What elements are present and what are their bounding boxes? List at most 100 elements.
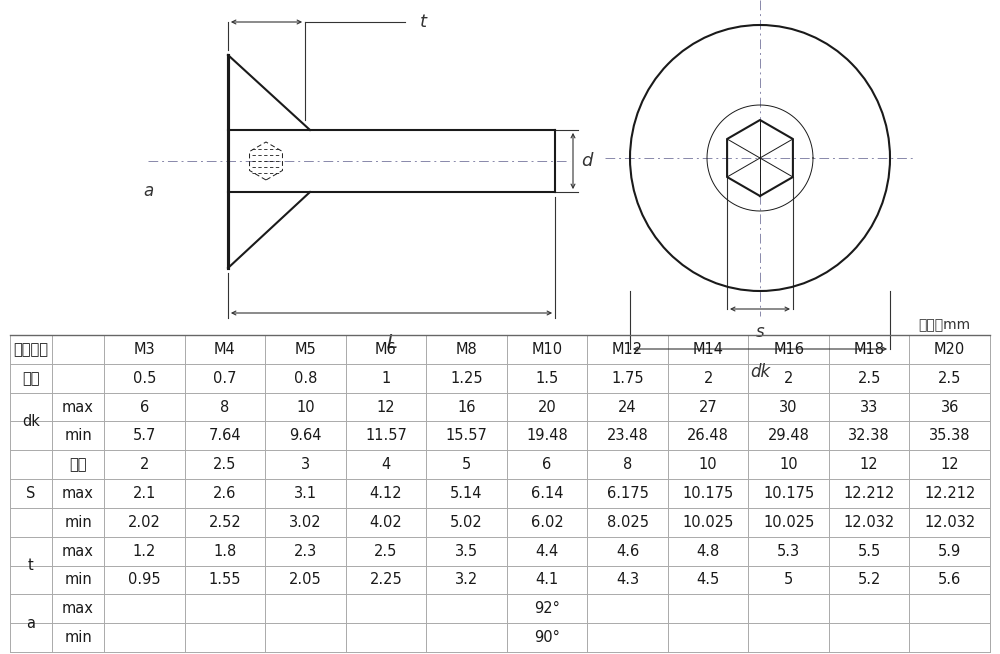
- Text: 12: 12: [940, 457, 959, 472]
- Text: dk: dk: [750, 363, 770, 381]
- Text: 35.38: 35.38: [929, 428, 970, 443]
- Text: 公称直径: 公称直径: [14, 342, 48, 357]
- Text: s: s: [756, 323, 764, 341]
- Text: 12: 12: [860, 457, 878, 472]
- Text: 3: 3: [301, 457, 310, 472]
- Text: 27: 27: [699, 400, 717, 415]
- Text: 5.2: 5.2: [857, 572, 881, 587]
- Text: 10.025: 10.025: [682, 515, 734, 530]
- Text: 3.2: 3.2: [455, 572, 478, 587]
- Text: max: max: [62, 400, 94, 415]
- Text: 4.12: 4.12: [370, 486, 402, 501]
- Text: M16: M16: [773, 342, 804, 357]
- Text: min: min: [64, 428, 92, 443]
- Text: 2.3: 2.3: [294, 543, 317, 559]
- Text: dk: dk: [22, 414, 40, 429]
- Text: 4.3: 4.3: [616, 572, 639, 587]
- Text: 15.57: 15.57: [446, 428, 487, 443]
- Text: 2.02: 2.02: [128, 515, 161, 530]
- Text: 8.025: 8.025: [607, 515, 649, 530]
- Text: 2.5: 2.5: [938, 371, 961, 386]
- Text: d: d: [581, 152, 592, 170]
- Text: 2.25: 2.25: [370, 572, 402, 587]
- Text: 24: 24: [618, 400, 637, 415]
- Text: 2.5: 2.5: [374, 543, 398, 559]
- Text: 9.64: 9.64: [289, 428, 322, 443]
- Text: 29.48: 29.48: [768, 428, 810, 443]
- Text: 2.1: 2.1: [133, 486, 156, 501]
- Text: max: max: [62, 486, 94, 501]
- Text: 12.212: 12.212: [843, 486, 895, 501]
- Text: S: S: [26, 486, 36, 501]
- Text: min: min: [64, 515, 92, 530]
- Text: M3: M3: [133, 342, 155, 357]
- Text: 1.75: 1.75: [611, 371, 644, 386]
- Text: 5.5: 5.5: [858, 543, 881, 559]
- Text: M4: M4: [214, 342, 236, 357]
- Text: 6.14: 6.14: [531, 486, 563, 501]
- Text: 1.8: 1.8: [213, 543, 236, 559]
- Text: 92°: 92°: [534, 601, 560, 616]
- Text: M14: M14: [693, 342, 724, 357]
- Text: 10.175: 10.175: [682, 486, 734, 501]
- Text: 1.55: 1.55: [209, 572, 241, 587]
- Text: 1.25: 1.25: [450, 371, 483, 386]
- Text: 4: 4: [381, 457, 391, 472]
- Text: M12: M12: [612, 342, 643, 357]
- Text: 8: 8: [220, 400, 229, 415]
- Text: 3.1: 3.1: [294, 486, 317, 501]
- Text: min: min: [64, 630, 92, 645]
- Text: 16: 16: [457, 400, 476, 415]
- Text: 6.175: 6.175: [607, 486, 648, 501]
- Text: a: a: [143, 182, 153, 200]
- Text: 3.5: 3.5: [455, 543, 478, 559]
- Text: 0.7: 0.7: [213, 371, 237, 386]
- Text: 0.95: 0.95: [128, 572, 161, 587]
- Text: 33: 33: [860, 400, 878, 415]
- Text: M18: M18: [854, 342, 885, 357]
- Text: 12.212: 12.212: [924, 486, 975, 501]
- Text: 6.02: 6.02: [531, 515, 563, 530]
- Text: 12.032: 12.032: [844, 515, 895, 530]
- Text: 12: 12: [377, 400, 395, 415]
- Text: 2.6: 2.6: [213, 486, 237, 501]
- Text: M10: M10: [531, 342, 563, 357]
- Text: min: min: [64, 572, 92, 587]
- Text: 6: 6: [140, 400, 149, 415]
- Text: 19.48: 19.48: [526, 428, 568, 443]
- Text: 1: 1: [381, 371, 391, 386]
- Text: 1.2: 1.2: [133, 543, 156, 559]
- Text: 5.9: 5.9: [938, 543, 961, 559]
- Text: 90°: 90°: [534, 630, 560, 645]
- Text: 2.5: 2.5: [213, 457, 237, 472]
- Text: 单位：mm: 单位：mm: [918, 318, 970, 332]
- Text: 10: 10: [779, 457, 798, 472]
- Text: M5: M5: [294, 342, 316, 357]
- Text: M6: M6: [375, 342, 397, 357]
- Text: 2.52: 2.52: [208, 515, 241, 530]
- Text: max: max: [62, 601, 94, 616]
- Text: 10: 10: [699, 457, 717, 472]
- Text: 20: 20: [538, 400, 556, 415]
- Text: 26.48: 26.48: [687, 428, 729, 443]
- Text: 4.6: 4.6: [616, 543, 639, 559]
- Text: 23.48: 23.48: [607, 428, 648, 443]
- Text: 螺距: 螺距: [22, 371, 40, 386]
- Text: 7.64: 7.64: [209, 428, 241, 443]
- Text: 6: 6: [542, 457, 552, 472]
- Text: 10.175: 10.175: [763, 486, 814, 501]
- Text: 32.38: 32.38: [848, 428, 890, 443]
- Text: 2.5: 2.5: [857, 371, 881, 386]
- Text: max: max: [62, 543, 94, 559]
- Text: 8: 8: [623, 457, 632, 472]
- Text: 12.032: 12.032: [924, 515, 975, 530]
- Text: 2.05: 2.05: [289, 572, 322, 587]
- Text: 4.1: 4.1: [535, 572, 559, 587]
- Text: 36: 36: [941, 400, 959, 415]
- Text: M20: M20: [934, 342, 965, 357]
- Text: 5.7: 5.7: [133, 428, 156, 443]
- Text: a: a: [26, 615, 36, 630]
- Text: 4.02: 4.02: [370, 515, 402, 530]
- Text: M8: M8: [456, 342, 477, 357]
- Text: 5: 5: [784, 572, 793, 587]
